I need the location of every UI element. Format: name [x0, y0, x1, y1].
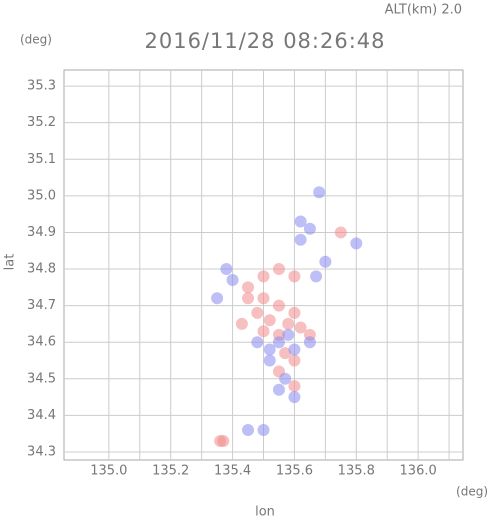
- point: [214, 434, 227, 447]
- point: [288, 343, 301, 356]
- point: [272, 263, 285, 276]
- y-tick-label: 34.3: [27, 444, 56, 459]
- point: [263, 354, 276, 367]
- point: [272, 299, 285, 312]
- y-tick-label: 35.2: [27, 115, 56, 130]
- point: [257, 325, 270, 338]
- y-tick-label: 34.8: [27, 262, 56, 277]
- y-tick-label: 34.5: [27, 371, 56, 386]
- subtitle: ALT(km) 2.0: [385, 3, 462, 18]
- x-unit: (deg): [456, 485, 488, 499]
- point: [242, 281, 255, 294]
- point: [220, 263, 233, 276]
- point: [319, 255, 332, 268]
- point: [303, 336, 316, 349]
- point: [282, 317, 295, 330]
- point: [350, 237, 363, 250]
- x-tick-label: 135.8: [338, 464, 375, 479]
- point: [257, 292, 270, 305]
- point: [294, 215, 307, 228]
- point: [257, 424, 270, 436]
- y-tick-label: 34.4: [27, 408, 56, 423]
- x-tick-label: 135.2: [152, 464, 189, 479]
- y-tick-label: 34.6: [27, 335, 56, 350]
- point: [279, 347, 292, 360]
- x-tick-label: 135.4: [214, 464, 251, 479]
- chart-title: 2016/11/28 08:26:48: [144, 29, 385, 53]
- point: [279, 372, 292, 385]
- y-tick-label: 34.9: [27, 225, 56, 240]
- x-tick-label: 136.0: [400, 464, 437, 479]
- y-tick-label: 35.3: [27, 79, 56, 94]
- x-tick-label: 135.0: [90, 464, 127, 479]
- x-axis-label: lon: [255, 505, 275, 520]
- point: [257, 270, 270, 283]
- x-tick-label: 135.6: [276, 464, 313, 479]
- point: [288, 391, 301, 404]
- point: [263, 343, 276, 356]
- point: [226, 274, 239, 286]
- point: [288, 270, 301, 283]
- point: [251, 306, 264, 319]
- point: [211, 292, 224, 305]
- point: [251, 336, 264, 349]
- point: [313, 186, 326, 199]
- point: [310, 270, 323, 283]
- point: [334, 226, 347, 239]
- point: [235, 317, 248, 330]
- y-unit: (deg): [20, 33, 52, 47]
- point: [242, 292, 255, 305]
- point: [303, 222, 316, 235]
- point: [294, 233, 307, 246]
- y-tick-label: 35.1: [27, 152, 56, 167]
- point: [272, 336, 285, 349]
- y-tick-label: 34.7: [27, 298, 56, 313]
- point: [288, 354, 301, 367]
- point: [288, 380, 301, 393]
- point: [263, 314, 276, 327]
- y-axis-label: lat: [3, 254, 18, 271]
- point: [294, 321, 307, 334]
- y-tick-label: 35.0: [27, 188, 56, 203]
- point: [288, 306, 301, 319]
- point: [272, 383, 285, 396]
- point: [242, 424, 255, 436]
- point: [282, 328, 295, 341]
